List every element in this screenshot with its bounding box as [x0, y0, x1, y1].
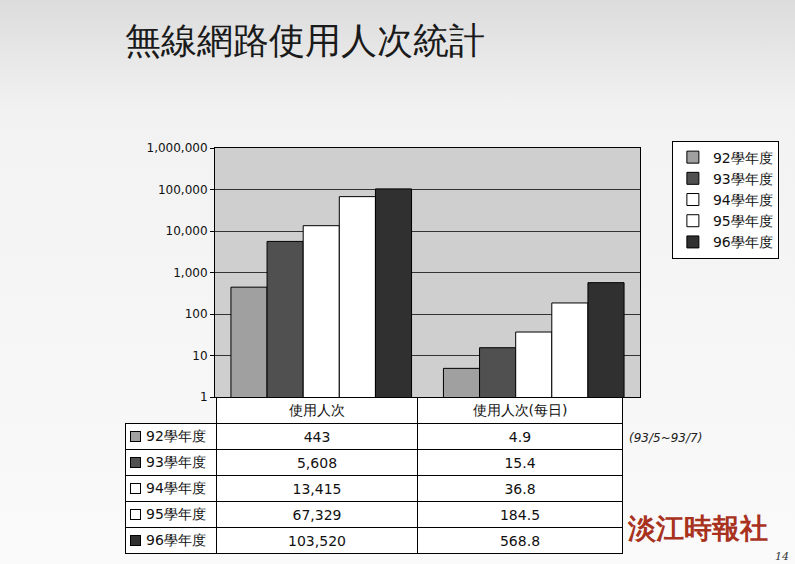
- html-text:使用人次: 使用人次: [289, 401, 345, 418]
- html-text:36.8: 36.8: [504, 480, 536, 497]
- svg-text:(93/5~93/7): (93/5~93/7): [629, 431, 702, 445]
- html-text:94學年度: 94學年度: [146, 479, 206, 496]
- svg-text:1: 1: [200, 390, 208, 404]
- html-text:67,329: 67,329: [292, 506, 342, 523]
- svg-text:14: 14: [775, 550, 789, 563]
- svg-text:淡江時報社: 淡江時報社: [627, 512, 768, 545]
- svg-text:10,000: 10,000: [166, 224, 208, 238]
- svg-text:1,000: 1,000: [173, 266, 207, 280]
- svg-text:1,000,000: 1,000,000: [147, 141, 208, 155]
- html-text:使用人次(每日): 使用人次(每日): [472, 401, 568, 418]
- svg-text:94學年度: 94學年度: [713, 192, 773, 208]
- svg-text:10: 10: [192, 349, 207, 363]
- html-text:568.8: 568.8: [500, 532, 540, 549]
- html-text:15.4: 15.4: [504, 454, 536, 471]
- html-text:95學年度: 95學年度: [146, 505, 206, 522]
- html-text:184.5: 184.5: [500, 506, 540, 523]
- html-text:92學年度: 92學年度: [146, 427, 206, 444]
- html-text:93學年度: 93學年度: [146, 453, 206, 470]
- html-text:4.9: 4.9: [508, 428, 532, 445]
- html-text:443: 443: [303, 428, 331, 445]
- svg-text:95學年度: 95學年度: [713, 213, 773, 229]
- svg-text:100,000: 100,000: [158, 183, 208, 197]
- svg-text:93學年度: 93學年度: [713, 171, 773, 187]
- html-text:5,608: 5,608: [297, 454, 337, 471]
- svg-text:無線網路使用人次統計: 無線網路使用人次統計: [125, 20, 485, 61]
- svg-text:100: 100: [185, 307, 208, 321]
- html-text:13,415: 13,415: [292, 480, 342, 497]
- svg-text:92學年度: 92學年度: [713, 150, 773, 166]
- svg-text:96學年度: 96學年度: [713, 234, 773, 250]
- html-text:103,520: 103,520: [288, 532, 346, 549]
- html-text:96學年度: 96學年度: [146, 531, 206, 548]
